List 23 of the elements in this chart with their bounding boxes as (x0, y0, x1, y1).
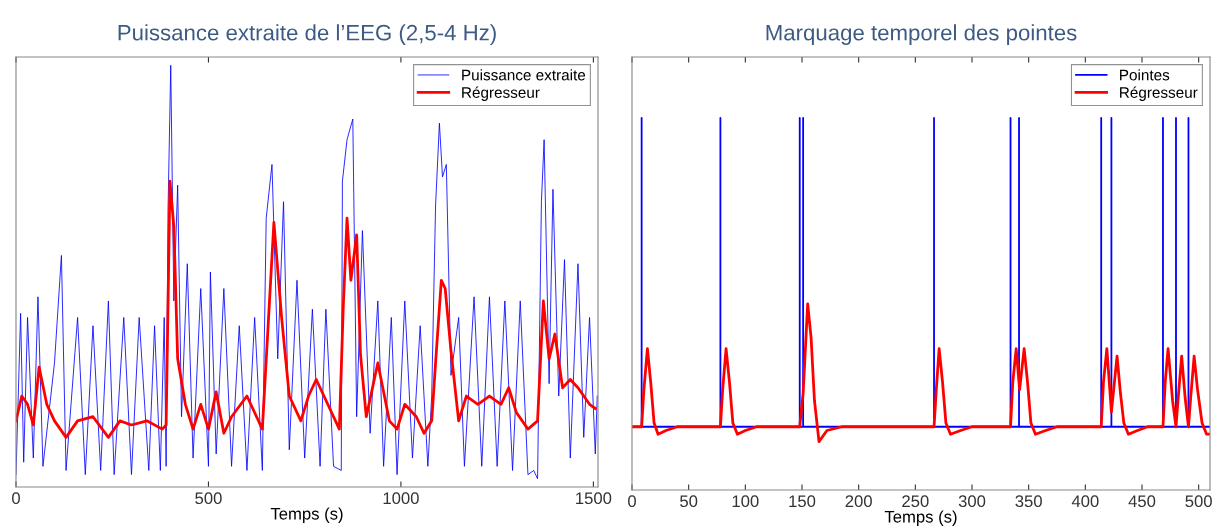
x-tick-label: 450 (1128, 495, 1156, 508)
x-tick-label: 100 (732, 495, 759, 508)
x-tick-label: 500 (195, 492, 222, 505)
legend-label: Pointes (1120, 69, 1170, 81)
x-tick-label: 1000 (383, 492, 419, 505)
x-tick-label: 400 (1071, 495, 1099, 508)
x-axis-title: Temps (s) (270, 507, 343, 523)
chart-title: Marquage temporel des pointes (766, 24, 1077, 45)
x-tick-label: 250 (902, 495, 929, 508)
x-tick-label: 300 (958, 495, 986, 508)
x-tick-label: 1500 (576, 492, 612, 505)
legend-label: Puissance extraite (462, 69, 586, 81)
x-tick-label: 500 (1185, 495, 1212, 508)
x-axis-title: Temps (s) (884, 510, 957, 526)
x-tick-label: 150 (789, 495, 816, 508)
legend-label: Régresseur (1120, 86, 1198, 101)
x-tick-label: 50 (680, 495, 698, 508)
legend-label: Régresseur (462, 86, 540, 101)
chart-title: Puissance extraite de l’EEG (2,5-4 Hz) (118, 24, 496, 45)
x-tick-label: 0 (628, 495, 636, 508)
x-tick-label: 200 (845, 495, 872, 508)
x-tick-label: 0 (12, 492, 20, 505)
x-tick-label: 350 (1015, 495, 1042, 508)
